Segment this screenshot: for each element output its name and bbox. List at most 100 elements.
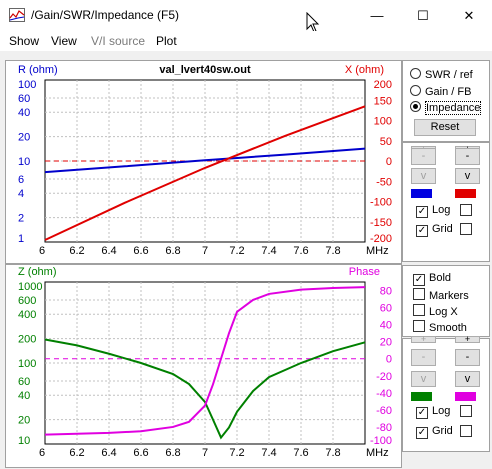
bot-grid-right-checkbox[interactable] (460, 425, 472, 437)
phase-color-swatch[interactable] (455, 392, 476, 401)
reset-button[interactable]: Reset (414, 119, 476, 136)
x-color-swatch[interactable] (455, 189, 476, 198)
logx-check-icon (413, 304, 425, 316)
bot-log-right-checkbox[interactable] (460, 405, 472, 417)
radio-impedance-label: Impedance (425, 101, 482, 115)
left-tick-label: 10 (18, 435, 30, 447)
bold-label: Bold (429, 272, 452, 284)
r-color-swatch[interactable] (411, 189, 432, 198)
bot-left-down-button[interactable]: v (411, 371, 436, 387)
x-tick-label: 7.8 (325, 245, 340, 257)
radio-impedance[interactable]: Impedance (410, 101, 482, 115)
x-tick-label: 6.2 (69, 245, 84, 257)
series-line-x (44, 105, 366, 241)
bot-left-minus-button[interactable]: - (411, 349, 436, 366)
x-tick-label: 6.6 (133, 245, 148, 257)
right-tick-label: -60 (376, 405, 392, 417)
bot-right-down-button[interactable]: v (455, 371, 480, 387)
radio-swr-icon (410, 68, 421, 79)
top-grid-checkbox[interactable]: ✓ Grid (416, 223, 453, 237)
x-unit-label: MHz (366, 245, 389, 257)
minimize-button[interactable]: — (370, 8, 384, 23)
top-right-minus-button[interactable]: - (455, 148, 480, 165)
right-tick-label: -80 (376, 422, 392, 434)
bot-grid-check-icon: ✓ (416, 427, 428, 439)
top-left-down-button[interactable]: v (411, 168, 436, 184)
app-icon (9, 8, 25, 22)
x-tick-label: 7.8 (325, 447, 340, 459)
right-tick-label: 0 (386, 156, 392, 168)
z-color-swatch[interactable] (411, 392, 432, 401)
series-line-r (44, 147, 366, 174)
bot-left-plus-button[interactable]: + (411, 335, 436, 344)
x-tick-label: 7 (202, 245, 208, 257)
logx-checkbox[interactable]: Log X (413, 304, 458, 318)
markers-checkbox[interactable]: Markers (413, 288, 469, 302)
left-tick-label: 600 (18, 295, 36, 307)
left-axis-label: R (ohm) (18, 64, 58, 76)
left-tick-label: 40 (18, 390, 30, 402)
top-right-down-button[interactable]: v (455, 168, 480, 184)
radio-swr-label: SWR / ref (425, 69, 473, 81)
right-tick-label: -200 (370, 233, 392, 245)
left-tick-label: 60 (18, 93, 30, 105)
left-tick-label: 60 (18, 376, 30, 388)
bot-right-plus-button[interactable]: + (455, 335, 480, 344)
right-tick-label: 200 (374, 79, 392, 91)
menu-show[interactable]: Show (9, 34, 40, 48)
right-tick-label: 150 (374, 95, 392, 107)
right-tick-label: 0 (386, 354, 392, 366)
right-tick-label: -40 (376, 388, 392, 400)
top-left-minus-button[interactable]: - (411, 148, 436, 165)
window-title: /Gain/SWR/Impedance (F5) (31, 8, 180, 22)
x-tick-label: 6.4 (101, 447, 116, 459)
close-button[interactable]: ✕ (463, 8, 475, 23)
x-tick-label: 6.6 (133, 447, 148, 459)
top-log-right-checkbox[interactable] (460, 204, 472, 216)
left-axis-label: Z (ohm) (18, 266, 57, 278)
right-tick-label: 20 (380, 337, 392, 349)
bold-checkbox[interactable]: ✓ Bold (413, 272, 451, 286)
bot-log-checkbox[interactable]: ✓ Log (416, 405, 450, 419)
menu-view[interactable]: View (51, 34, 77, 48)
radio-gain-label: Gain / FB (425, 86, 472, 98)
menu-plot[interactable]: Plot (156, 34, 177, 48)
left-tick-label: 20 (18, 415, 30, 427)
smooth-label: Smooth (429, 322, 467, 334)
right-tick-label: -100 (370, 435, 392, 447)
left-tick-label: 4 (18, 188, 24, 200)
left-tick-label: 200 (18, 334, 36, 346)
right-tick-label: -50 (376, 176, 392, 188)
top-grid-check-icon: ✓ (416, 225, 428, 237)
radio-gain[interactable]: Gain / FB (410, 85, 471, 98)
menu-vi-source[interactable]: V/I source (91, 34, 146, 48)
menu-bar: Show View V/I source Plot (0, 31, 492, 51)
bot-right-minus-button[interactable]: - (455, 349, 480, 366)
top-grid-right-checkbox[interactable] (460, 223, 472, 235)
x-tick-label: 7.4 (261, 245, 276, 257)
radio-impedance-icon (410, 101, 421, 112)
bot-log-check-icon: ✓ (416, 407, 428, 419)
markers-label: Markers (429, 290, 469, 302)
left-tick-label: 20 (18, 132, 30, 144)
series-line-phase (44, 286, 366, 436)
right-tick-label: 100 (374, 116, 392, 128)
logx-label: Log X (429, 306, 458, 318)
x-tick-label: 6.8 (165, 245, 180, 257)
top-log-checkbox[interactable]: ✓ Log (416, 204, 450, 218)
right-tick-label: 50 (380, 136, 392, 148)
bot-grid-checkbox[interactable]: ✓ Grid (416, 425, 453, 439)
left-tick-label: 1000 (18, 281, 42, 293)
right-tick-label: 60 (380, 303, 392, 315)
right-tick-label: 40 (380, 320, 392, 332)
right-tick-label: -150 (370, 217, 392, 229)
left-tick-label: 10 (18, 156, 30, 168)
left-tick-label: 100 (18, 79, 36, 91)
left-tick-label: 1 (18, 233, 24, 245)
maximize-button[interactable]: ☐ (417, 8, 429, 23)
x-tick-label: 6 (39, 245, 45, 257)
radio-swr[interactable]: SWR / ref (410, 68, 473, 81)
smooth-checkbox[interactable]: Smooth (413, 320, 467, 334)
